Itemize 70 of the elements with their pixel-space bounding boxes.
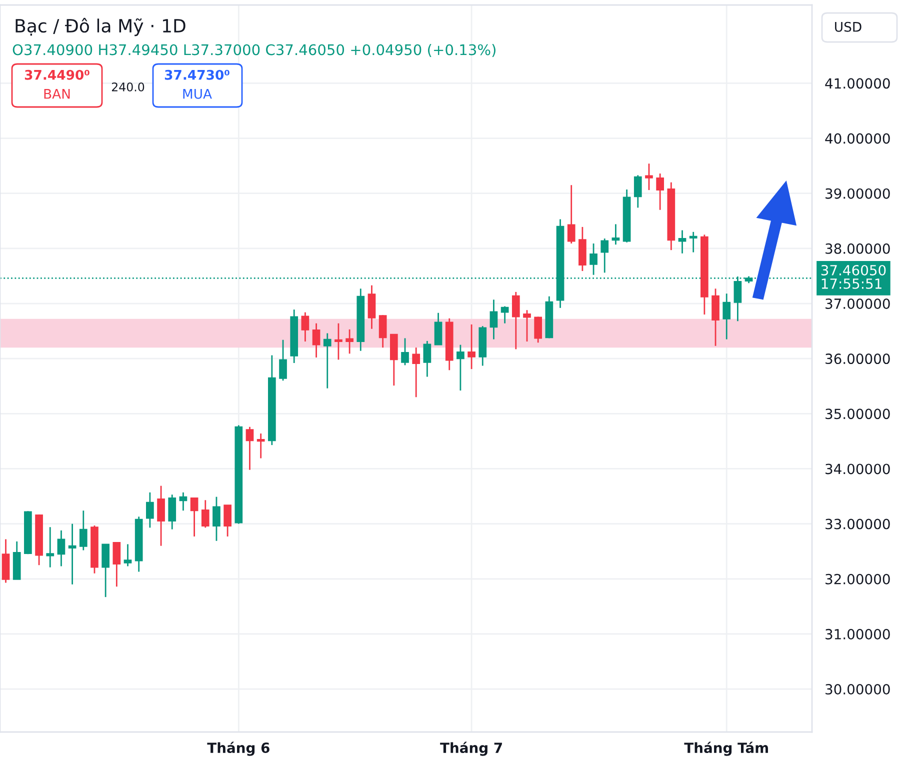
candlestick [368,284,376,330]
candlestick [456,344,464,392]
y-tick-label: 32.00000 [826,574,890,584]
y-tick-label: 34.00000 [826,464,890,474]
candlestick [279,339,287,382]
candlestick [490,298,498,340]
candlestick [645,162,653,191]
candlestick [678,230,686,254]
text: O37.40900 H37.49450 L37.37000 C37.46050 +0.04950 (+0.13%) [12,44,496,57]
candlestick [179,492,188,512]
candlestick [401,338,409,366]
candlestick [468,324,476,370]
candlestick [112,542,121,588]
candlestick [523,309,531,342]
candlestick [201,499,210,528]
candlestick [68,523,76,586]
x-tick-label: Tháng 7 [440,742,502,756]
candlestick [590,242,598,276]
annotation: 37.4490⁰ [24,70,90,80]
candlestick [656,172,664,211]
candlestick [224,504,232,538]
candlestick [334,322,342,360]
candlestick [157,485,165,547]
candlestick [190,497,198,538]
y-tick-label: 40.00000 [825,133,890,144]
candlestick [412,346,420,398]
candlestick [57,530,66,567]
candlestick [102,543,110,598]
candlestick [256,432,265,459]
x-tick-label: Tháng Tám [684,742,768,756]
candlestick [500,306,509,324]
candlestick [512,291,520,350]
y-tick-label: 33.00000 [826,518,890,530]
annotation: 240.0 [112,82,144,92]
candlestick [634,174,642,208]
candlestick [46,526,54,568]
y-tick-label: 30.00000 [826,684,890,695]
text: USD [835,22,862,32]
candlestick [301,312,310,342]
candlestick [168,494,176,530]
candlestick [212,496,220,542]
annotation: MUA [183,89,212,99]
y-tick-label: 41.00000 [825,78,890,89]
x-tick-label: Tháng 6 [207,742,270,756]
y-tick-label: 31.00000 [826,628,890,640]
annotation: BAN [44,89,70,99]
candlestick [567,184,576,244]
y-tick-label: 36.00000 [826,354,890,364]
ref-line-label: 37.46050 17:55:51 [821,264,886,289]
candlestick [346,328,354,354]
text: Bạc / Đô la Mỹ · 1D [16,18,186,36]
candlestick [146,492,154,528]
candlestick [246,426,254,471]
candlestick [323,332,332,390]
candlestick [689,231,698,253]
candlestick [79,510,88,551]
candlestick [722,292,731,340]
candlestick [612,224,620,246]
y-tick-label: 37.00000 [826,298,890,309]
candlestick [124,543,132,567]
annotation: 37.4730⁰ [164,70,230,80]
candlestick [434,312,442,346]
y-tick-label: 35.00000 [826,408,890,420]
candlestick [312,322,320,358]
y-tick-label: 38.00000 [826,243,890,254]
candlestick [600,238,609,274]
candlestick [378,314,387,348]
candlestick [423,340,432,378]
y-tick-label: 39.00000 [826,188,890,199]
candlestick [534,316,542,344]
